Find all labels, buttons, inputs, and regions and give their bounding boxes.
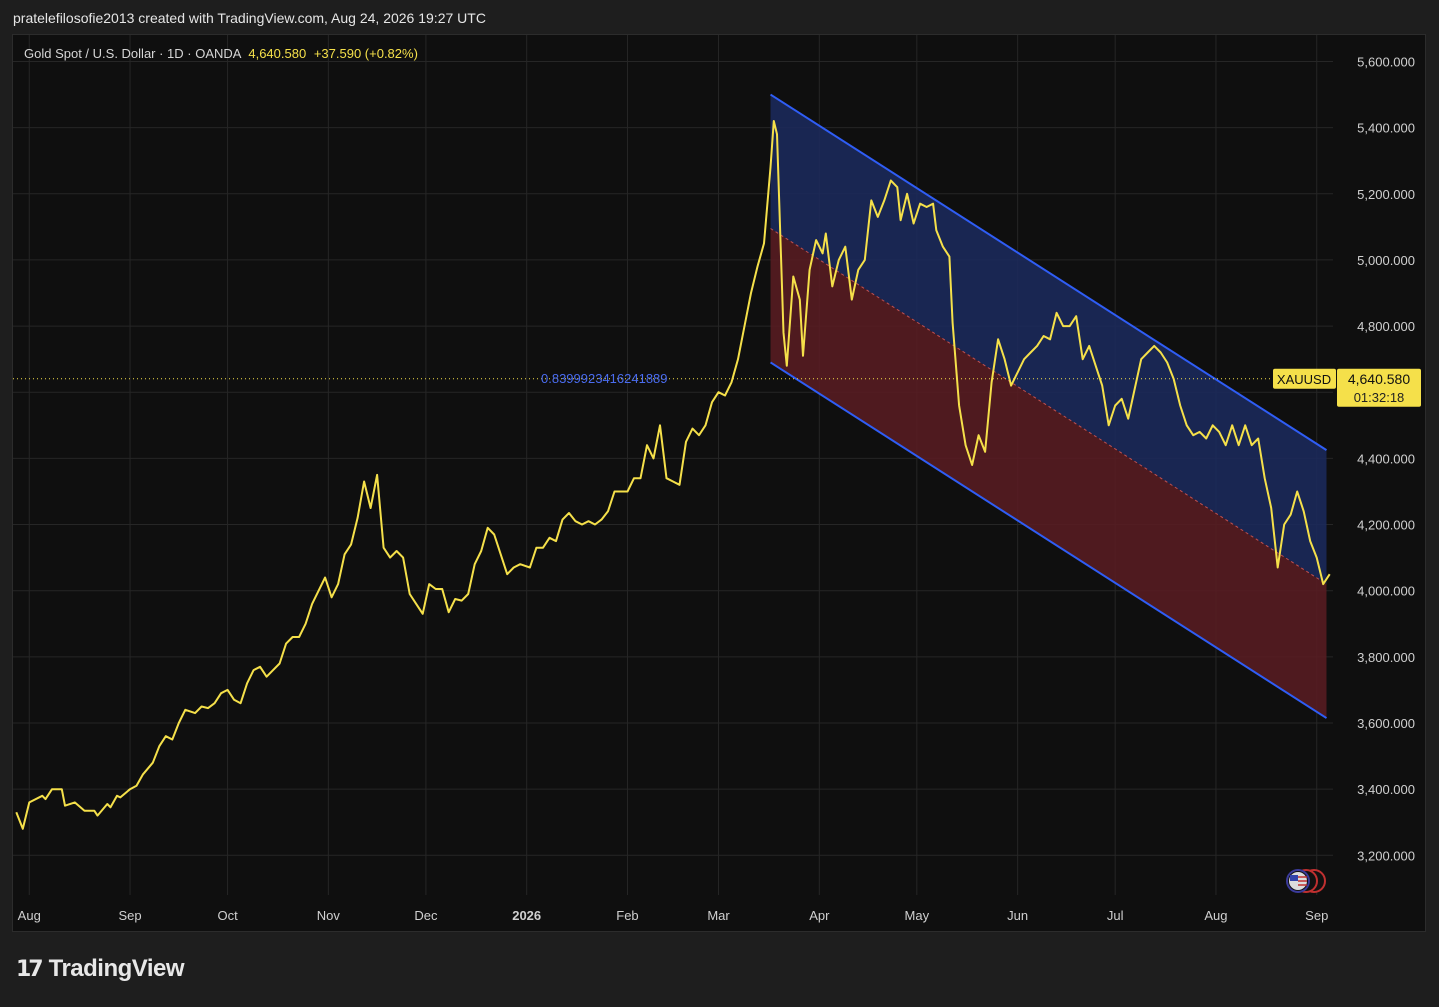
y-tick-label: 3,400.000: [1357, 782, 1415, 797]
y-tick-label: 5,200.000: [1357, 187, 1415, 202]
channel-mid-line: [770, 228, 1327, 585]
price-badge-countdown: 01:32:18: [1354, 390, 1405, 405]
x-tick-label: Feb: [616, 908, 638, 923]
x-tick-label: Apr: [809, 908, 830, 923]
chart-caption: pratelefilosofie2013 created with Tradin…: [13, 10, 486, 26]
x-tick-label: 2026: [512, 908, 541, 923]
tv-logo-icon: 17: [16, 956, 44, 982]
y-tick-label: 5,600.000: [1357, 54, 1415, 69]
channel-lower-fill: [770, 228, 1327, 719]
ticker-badge[interactable]: [1273, 368, 1336, 389]
x-tick-label: Dec: [414, 908, 438, 923]
x-tick-label: Mar: [707, 908, 730, 923]
flag-canton: [1290, 875, 1298, 881]
x-tick-label: Sep: [118, 908, 141, 923]
tradingview-logo[interactable]: 17 TradingView: [16, 955, 185, 983]
chart-frame[interactable]: 0.8399923416241889 5,600.000 5,400.000 5,20…: [12, 34, 1426, 932]
channel-lower-line: [769, 361, 1328, 719]
x-tick-label: Jun: [1007, 908, 1028, 923]
y-tick-label: 5,000.000: [1357, 253, 1415, 268]
channel-upper-line: [769, 93, 1328, 451]
y-tick-label: 4,400.000: [1357, 451, 1415, 466]
price-chart[interactable]: 0.8399923416241889 5,600.000 5,400.000 5,20…: [13, 35, 1425, 931]
x-tick-label: Jul: [1107, 908, 1124, 923]
price-line: [15, 120, 1331, 830]
last-price: 4,640.580: [248, 46, 307, 61]
y-tick-label: 3,800.000: [1357, 650, 1415, 665]
price-badge-value: 4,640.580: [1348, 371, 1410, 387]
x-tick-label: Nov: [317, 908, 341, 923]
y-tick-label: 3,600.000: [1357, 716, 1415, 731]
y-tick-label: 4,800.000: [1357, 319, 1415, 334]
logo-wordmark: TradingView: [48, 955, 185, 982]
x-tick-label: Aug: [1204, 908, 1227, 923]
symbol-description: Gold Spot / U.S. Dollar · 1D · OANDA: [24, 46, 241, 61]
x-tick-label: Sep: [1305, 908, 1328, 923]
y-tick-label: 4,000.000: [1357, 584, 1415, 599]
symbol-header: Gold Spot / U.S. Dollar · 1D · OANDA 4,6…: [24, 46, 418, 61]
y-tick-label: 4,200.000: [1357, 518, 1415, 533]
x-tick-label: Oct: [217, 908, 238, 923]
us-flag-icon: [1286, 869, 1326, 893]
y-tick-label: 3,200.000: [1357, 848, 1415, 863]
x-tick-label: May: [905, 908, 930, 923]
price-change: +37.590 (+0.82%): [313, 46, 418, 61]
y-tick-label: 5,400.000: [1357, 121, 1415, 136]
price-badge: [1337, 368, 1421, 407]
x-tick-label: Aug: [18, 908, 41, 923]
ticker-badge-label: XAUUSD: [1277, 372, 1331, 387]
channel-coefficient-label: 0.8399923416241889: [541, 371, 668, 386]
